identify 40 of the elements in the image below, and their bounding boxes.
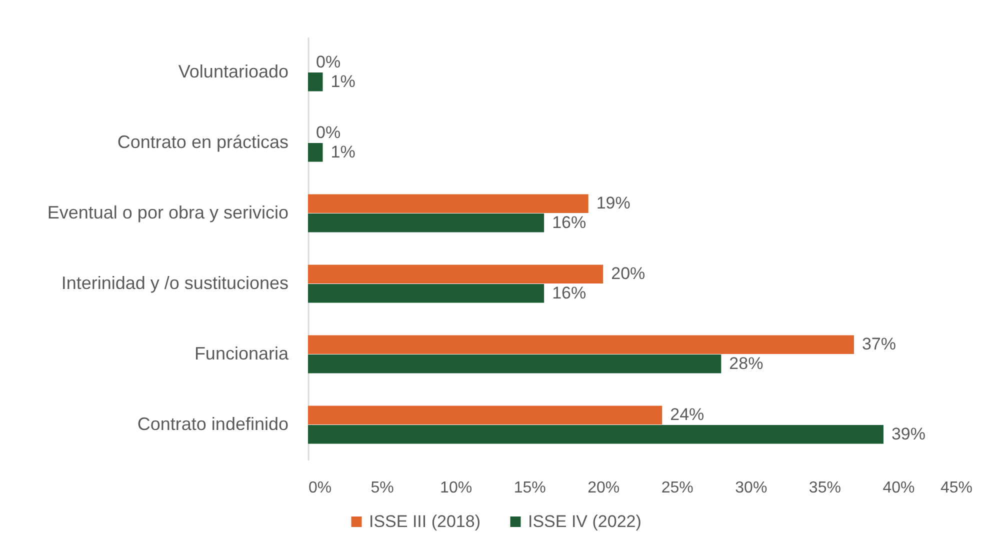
bar (308, 72, 323, 92)
data-label: 37% (862, 334, 896, 354)
data-label: 1% (330, 142, 356, 162)
bar (308, 142, 323, 162)
legend-label: ISSE IV (2022) (528, 512, 642, 531)
x-tick-label: 15% (514, 480, 546, 496)
bar (308, 354, 722, 374)
bar (308, 194, 588, 214)
bar (308, 284, 544, 303)
y-tick-label: Funcionaria (194, 343, 290, 364)
x-tick-label: 20% (588, 480, 620, 496)
y-tick-label: Interinidad y /o sustituciones (61, 272, 288, 293)
bar (308, 264, 604, 284)
bar (308, 406, 662, 425)
legend-label: ISSE III (2018) (369, 512, 480, 531)
x-tick-label: 25% (661, 480, 694, 496)
data-label: 20% (611, 264, 646, 284)
data-label: 16% (552, 283, 586, 302)
bar (308, 424, 884, 444)
data-label: 28% (729, 354, 764, 373)
x-tick-label: 40% (882, 480, 915, 496)
y-tick-label: Contrato en prácticas (117, 132, 288, 152)
x-tick-label: 5% (370, 480, 394, 496)
bar (308, 335, 854, 354)
data-label: 39% (891, 424, 926, 444)
bar (308, 213, 544, 232)
data-label: 1% (330, 72, 356, 91)
y-tick-label: Eventual o por obra y serivicio (47, 202, 288, 222)
x-tick-label: 35% (808, 480, 841, 496)
y-tick-label: Voluntarioado (178, 61, 288, 82)
data-label: 0% (316, 52, 341, 72)
data-label: 24% (670, 405, 704, 424)
data-label: 19% (596, 194, 630, 213)
y-tick-label: Contrato indefinido (137, 414, 288, 434)
x-tick-label: 45% (940, 480, 972, 496)
data-label: 0% (316, 123, 341, 142)
x-tick-label: 0% (308, 480, 332, 496)
data-label: 16% (552, 212, 586, 232)
x-tick-label: 10% (440, 480, 472, 496)
x-tick-label: 30% (735, 480, 768, 496)
